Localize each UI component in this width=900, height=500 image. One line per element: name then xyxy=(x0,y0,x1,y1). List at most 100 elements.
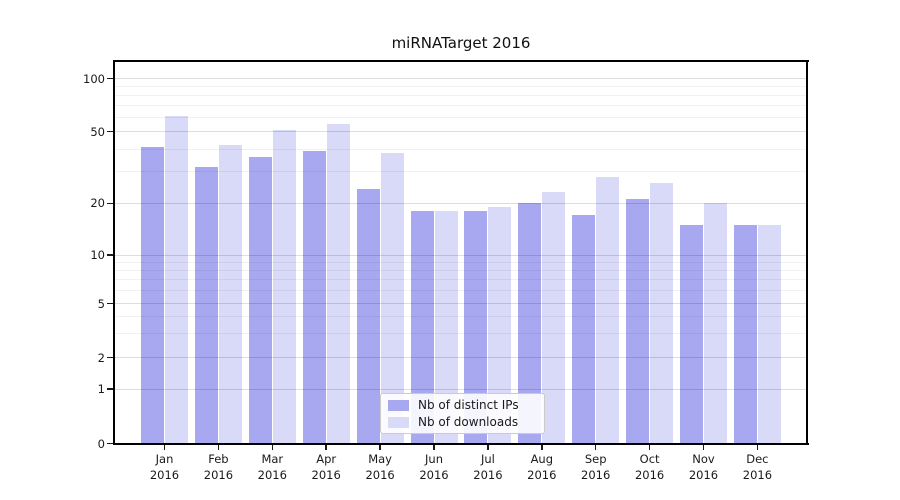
gridline-major xyxy=(114,254,808,256)
x-tick-month: May xyxy=(368,452,392,466)
x-tick-year: 2016 xyxy=(311,467,341,482)
bar-nb-of-downloads-aug xyxy=(542,192,566,445)
x-tick-year: 2016 xyxy=(203,467,234,482)
y-tick-label: 50 xyxy=(90,124,105,139)
gridline-minor xyxy=(114,171,808,173)
x-tick-label-feb: Feb 2016 xyxy=(188,452,248,483)
bar-nb-of-distinct-ips-jun xyxy=(410,211,434,445)
x-tick-year: 2016 xyxy=(149,467,180,482)
y-tick-label: 2 xyxy=(97,350,105,365)
bar-nb-of-distinct-ips-dec xyxy=(733,224,757,445)
bar-nb-of-distinct-ips-nov xyxy=(680,224,703,445)
bar-nb-of-downloads-sep xyxy=(596,177,620,445)
x-tick-year: 2016 xyxy=(419,467,449,482)
bar-nb-of-downloads-jun xyxy=(434,211,458,445)
bar-nb-of-downloads-feb xyxy=(218,145,242,445)
y-tick-label: 100 xyxy=(83,71,105,86)
bar-nb-of-distinct-ips-sep xyxy=(572,215,596,445)
bar-nb-of-distinct-ips-apr xyxy=(302,151,326,445)
gridline-minor xyxy=(114,261,808,263)
gridline-minor xyxy=(114,86,808,88)
y-tick-mark xyxy=(107,302,113,305)
gridline-minor xyxy=(114,316,808,318)
x-tick-label-dec: Dec 2016 xyxy=(727,452,787,483)
x-tick-label-jul: Jul 2016 xyxy=(458,452,518,483)
x-tick-month: Feb xyxy=(208,452,229,466)
x-tick-label-nov: Nov 2016 xyxy=(674,452,734,483)
gridline-minor xyxy=(114,279,808,281)
gridline-major xyxy=(114,202,808,204)
bar-nb-of-distinct-ips-may xyxy=(356,189,380,445)
x-tick-year: 2016 xyxy=(742,467,773,482)
gridline-major xyxy=(114,303,808,304)
bar-nb-of-downloads-jan xyxy=(165,116,188,445)
bar-nb-of-downloads-oct xyxy=(650,182,674,445)
x-tick-month: Mar xyxy=(261,452,284,466)
y-tick-label: 0 xyxy=(97,436,105,451)
x-tick-month: Jan xyxy=(155,452,174,466)
x-tick-month: Jun xyxy=(425,452,443,466)
gridline-minor xyxy=(114,333,808,335)
legend-swatch-distinct-ips xyxy=(388,399,409,411)
gridline-minor xyxy=(114,95,808,97)
x-tick-mark xyxy=(217,445,220,450)
x-tick-mark xyxy=(756,445,759,450)
x-tick-mark xyxy=(487,445,489,450)
x-tick-label-apr: Apr 2016 xyxy=(296,452,356,483)
bar-nb-of-downloads-apr xyxy=(326,124,350,445)
y-tick-mark xyxy=(107,356,113,359)
x-tick-mark xyxy=(433,445,435,450)
gridline-minor xyxy=(114,290,808,292)
gridline-minor xyxy=(114,117,808,119)
bar-nb-of-downloads-mar xyxy=(272,130,296,445)
y-tick-label: 5 xyxy=(97,296,105,311)
y-tick-mark xyxy=(107,254,113,256)
x-tick-label-jun: Jun 2016 xyxy=(404,452,464,483)
x-tick-label-jan: Jan 2016 xyxy=(135,452,195,483)
y-tick-label: 1 xyxy=(97,382,105,396)
legend-item-distinct-ips: Nb of distinct IPs xyxy=(388,398,537,412)
bar-nb-of-distinct-ips-aug xyxy=(518,203,542,445)
plot-border-bottom xyxy=(113,443,809,445)
x-tick-year: 2016 xyxy=(365,467,395,482)
x-tick-month: Jul xyxy=(480,452,495,466)
x-tick-month: Sep xyxy=(584,452,607,466)
gridline-major xyxy=(114,78,808,79)
gridline-major xyxy=(114,131,808,133)
x-tick-month: Aug xyxy=(530,452,554,466)
legend: Nb of distinct IPs Nb of downloads xyxy=(380,393,545,434)
bar-nb-of-distinct-ips-mar xyxy=(248,157,272,445)
legend-item-downloads: Nb of downloads xyxy=(388,415,537,429)
gridline-minor xyxy=(114,148,808,150)
x-tick-mark xyxy=(271,445,274,450)
gridline-minor xyxy=(114,270,808,272)
y-tick-mark xyxy=(107,130,113,133)
gridline-major xyxy=(114,357,808,358)
x-tick-year: 2016 xyxy=(257,467,287,482)
bar-nb-of-distinct-ips-jan xyxy=(141,147,164,445)
y-tick-label: 10 xyxy=(90,248,105,262)
plot-border-top xyxy=(113,60,809,62)
x-tick-label-may: May 2016 xyxy=(350,452,410,483)
plot-border-right xyxy=(806,60,808,445)
y-tick-label: 20 xyxy=(90,196,105,211)
x-tick-label-oct: Oct 2016 xyxy=(620,452,680,483)
bar-nb-of-downloads-may xyxy=(380,153,404,445)
bar-nb-of-distinct-ips-jul xyxy=(464,211,488,445)
gridline-minor xyxy=(114,105,808,107)
x-tick-mark xyxy=(325,445,327,450)
y-tick-mark xyxy=(107,388,113,390)
x-tick-label-sep: Sep 2016 xyxy=(566,452,626,483)
x-tick-mark xyxy=(594,445,597,450)
x-tick-year: 2016 xyxy=(688,467,719,482)
x-tick-mark xyxy=(541,445,543,450)
bar-nb-of-downloads-jul xyxy=(488,207,512,445)
x-tick-month: Nov xyxy=(692,452,715,466)
bar-nb-of-downloads-dec xyxy=(757,224,781,445)
x-tick-mark xyxy=(648,445,651,450)
x-tick-year: 2016 xyxy=(473,467,503,482)
x-tick-year: 2016 xyxy=(527,467,557,482)
x-tick-year: 2016 xyxy=(634,467,665,482)
